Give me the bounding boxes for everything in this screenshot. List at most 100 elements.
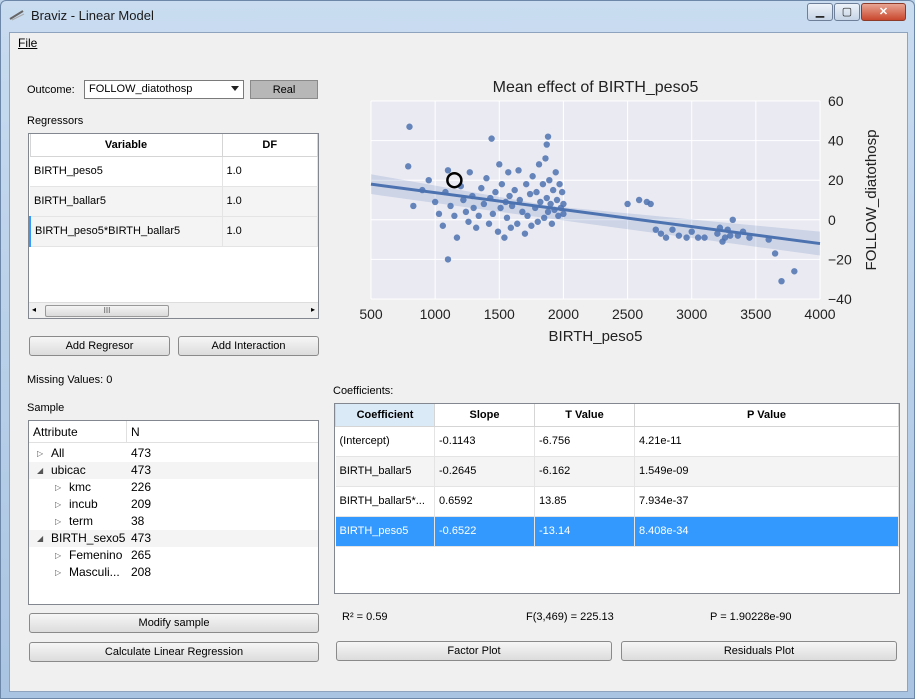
scatter-point [497, 204, 504, 212]
tree-item[interactable]: ▷ kmc 226 [29, 479, 318, 496]
scatter-point [494, 228, 502, 235]
scatter-point [444, 256, 452, 263]
collapse-arrow-icon[interactable]: ◢ [37, 534, 44, 543]
app-icon [9, 10, 25, 21]
coef-name: (Intercept) [335, 426, 435, 457]
modify-sample-button[interactable]: Modify sample [29, 613, 319, 633]
table-row[interactable]: BIRTH_ballar5*... 0.6592 13.85 7.934e-37 [335, 486, 899, 517]
tree-item[interactable]: ◢ BIRTH_sexo5 473 [29, 530, 318, 547]
sample-header-n[interactable]: N [131, 425, 140, 439]
coef-p: 4.21e-11 [634, 426, 899, 457]
menu-bar: File [10, 33, 907, 53]
scroll-left-icon[interactable]: ◂ [32, 305, 37, 314]
expand-arrow-icon[interactable]: ▷ [55, 551, 62, 560]
residuals-plot-button[interactable]: Residuals Plot [621, 641, 897, 661]
x-tick-label: 3000 [676, 306, 707, 322]
scatter-point [544, 208, 552, 216]
table-row[interactable]: BIRTH_peso5*BIRTH_ballar5 1.0 [29, 216, 318, 247]
table-row[interactable]: BIRTH_ballar5 1.0 [30, 186, 318, 217]
horizontal-scrollbar[interactable]: ◂ III ▸ [29, 302, 318, 318]
add-interaction-button[interactable]: Add Interaction [178, 336, 319, 356]
chart-title: Mean effect of BIRTH_peso5 [493, 79, 699, 96]
tree-item[interactable]: ▷ Femenino 265 [29, 547, 318, 564]
scatter-point [652, 226, 659, 233]
regressors-table[interactable]: Variable DF BIRTH_peso5 1.0 BIRTH_ballar… [28, 133, 319, 319]
add-regressor-button[interactable]: Add Regresor [29, 336, 170, 356]
coef-header-t[interactable]: T Value [534, 404, 635, 427]
tree-item[interactable]: ◢ ubicac 473 [29, 462, 318, 479]
factor-plot-button[interactable]: Factor Plot [336, 641, 612, 661]
coef-header-p[interactable]: P Value [634, 404, 899, 427]
tree-item[interactable]: ▷ incub 209 [29, 496, 318, 513]
scatter-point [503, 214, 511, 222]
scatter-point [521, 230, 529, 237]
scatter-point [533, 188, 540, 196]
regressor-df: 1.0 [222, 156, 318, 187]
scatter-point [560, 210, 567, 218]
scatter-point [555, 212, 562, 220]
outcome-type-button[interactable]: Real [250, 80, 318, 99]
collapse-arrow-icon[interactable]: ◢ [37, 466, 44, 475]
coef-slope: -0.6522 [434, 516, 535, 547]
scatter-point [540, 214, 548, 222]
coefficients-label: Coefficients: [333, 385, 394, 397]
coef-header-slope[interactable]: Slope [434, 404, 535, 427]
scroll-right-icon[interactable]: ▸ [310, 305, 315, 314]
sample-header-attribute[interactable]: Attribute [33, 425, 78, 439]
scatter-point [431, 198, 439, 206]
y-tick-label: −40 [828, 291, 852, 307]
coefficients-table[interactable]: Coefficient Slope T Value P Value (Inter… [334, 403, 900, 594]
scatter-point [425, 177, 432, 184]
scatter-point [669, 226, 676, 233]
close-button[interactable]: ✕ [861, 3, 906, 21]
sample-tree[interactable]: Attribute N ▷ All 473 ◢ ubicac 473 ▷ kmc 226 ▷ inc… [28, 420, 319, 605]
expand-arrow-icon[interactable]: ▷ [55, 568, 62, 577]
y-tick-label: −20 [828, 251, 852, 267]
expand-arrow-icon[interactable]: ▷ [55, 517, 62, 526]
tree-item[interactable]: ▷ Masculi... 208 [29, 564, 318, 581]
y-tick-label: 40 [828, 133, 844, 149]
minimize-button[interactable]: ▁ [807, 3, 833, 21]
tree-item-label: All [51, 446, 65, 460]
table-row[interactable]: (Intercept) -0.1143 -6.756 4.21e-11 [335, 426, 899, 457]
client-area: File Outcome: FOLLOW_diatothosp Real Reg… [9, 32, 908, 692]
coef-name: BIRTH_ballar5 [335, 456, 435, 487]
scatter-point [507, 224, 515, 231]
tree-item-label: incub [69, 497, 98, 511]
scatter-point [544, 133, 552, 140]
scatter-point [485, 220, 493, 227]
calculate-regression-button[interactable]: Calculate Linear Regression [29, 642, 319, 662]
expand-arrow-icon[interactable]: ▷ [37, 449, 44, 458]
x-axis-label: BIRTH_peso5 [549, 328, 643, 345]
scatter-point [778, 277, 785, 285]
x-tick-label: 2500 [612, 306, 643, 322]
coef-slope: -0.1143 [434, 426, 535, 457]
minimize-icon: ▁ [815, 6, 825, 18]
coef-p: 7.934e-37 [634, 486, 899, 517]
scatter-point [701, 234, 708, 241]
menu-file[interactable]: File [18, 36, 38, 50]
scroll-thumb[interactable]: III [45, 305, 169, 317]
table-row-selected[interactable]: BIRTH_peso5 -0.6522 -13.14 8.408e-34 [335, 516, 899, 547]
maximize-button[interactable]: ▢ [834, 3, 860, 21]
regressors-header-df[interactable]: DF [221, 134, 318, 157]
tree-item-label: BIRTH_sexo5 [51, 531, 126, 545]
table-row[interactable]: BIRTH_peso5 1.0 [30, 156, 318, 187]
expand-arrow-icon[interactable]: ▷ [55, 500, 62, 509]
tree-item-label: ubicac [51, 463, 86, 477]
scatter-point [558, 188, 566, 196]
scatter-point [546, 177, 553, 184]
scatter-point [478, 184, 485, 192]
coef-header-coefficient[interactable]: Coefficient [335, 404, 435, 427]
tree-item[interactable]: ▷ All 473 [29, 445, 318, 462]
tree-item[interactable]: ▷ term 38 [29, 513, 318, 530]
table-row[interactable]: BIRTH_ballar5 -0.2645 -6.162 1.549e-09 [335, 456, 899, 487]
r-squared: R² = 0.59 [342, 611, 388, 623]
regressors-header-variable[interactable]: Variable [29, 134, 223, 157]
outcome-select[interactable]: FOLLOW_diatothosp [84, 80, 244, 99]
expand-arrow-icon[interactable]: ▷ [55, 483, 62, 492]
scatter-point [529, 173, 536, 180]
scatter-point [451, 212, 458, 220]
tree-item-count: 473 [131, 463, 152, 477]
